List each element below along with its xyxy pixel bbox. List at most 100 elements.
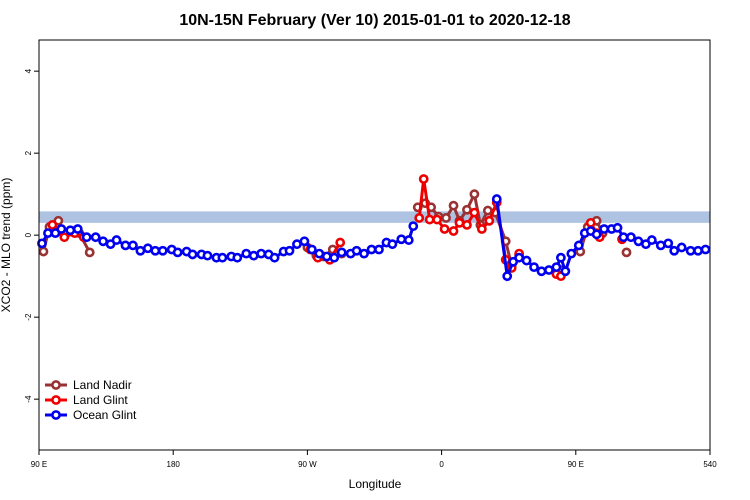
plot-frame [38, 39, 711, 451]
data-point [544, 265, 554, 275]
legend-marker [51, 380, 61, 390]
data-point [202, 250, 213, 261]
data-point [335, 237, 346, 248]
data-point [142, 243, 153, 254]
data-point [529, 262, 539, 273]
y-tick-label: 2 [24, 150, 33, 155]
data-point [448, 200, 459, 211]
data-point [98, 236, 109, 247]
x-tick-label: 90 W [298, 460, 317, 469]
series-line [40, 198, 706, 282]
data-point [256, 248, 267, 259]
legend-label: Land Glint [73, 393, 128, 407]
shaded-band [39, 211, 710, 223]
data-point [65, 225, 76, 236]
data-point [454, 217, 465, 228]
data-point [555, 252, 566, 263]
data-point [172, 247, 183, 258]
data-point [306, 244, 317, 255]
data-point [336, 247, 347, 258]
data-point [669, 245, 680, 256]
legend-label: Land Nadir [73, 378, 132, 392]
y-tick-label: 4 [24, 68, 33, 73]
data-point [646, 235, 657, 245]
data-point [157, 245, 168, 256]
data-point [81, 232, 92, 243]
data-point [655, 240, 666, 251]
x-tick-label: 90 E [31, 460, 47, 469]
data-point [90, 232, 101, 243]
x-tick-label: 180 [167, 460, 181, 469]
data-point [676, 242, 687, 253]
data-point [321, 251, 332, 262]
data-point [269, 252, 280, 263]
data-point [521, 255, 532, 266]
data-point [599, 224, 610, 234]
data-point [700, 244, 711, 255]
data-point [292, 239, 302, 250]
data-point [484, 215, 495, 226]
data-point [536, 266, 547, 277]
data-point [299, 236, 310, 247]
data-point [514, 252, 525, 263]
data-point [551, 262, 562, 273]
data-point [591, 229, 602, 240]
data-point [232, 252, 243, 263]
x-axis-label: Longitude [349, 477, 402, 491]
data-point [502, 271, 513, 282]
y-tick-label: 0 [24, 232, 33, 237]
data-point [621, 247, 632, 258]
data-point [359, 248, 369, 259]
data-point [241, 248, 252, 259]
data-point [43, 228, 53, 239]
plot-area: -4 -2 0 2 4 90 E 180 90 W 0 90 E 540 [24, 68, 717, 469]
data-point [374, 244, 384, 255]
data-point [135, 245, 146, 256]
data-point [284, 245, 295, 256]
data-point [387, 239, 398, 250]
data-point [408, 221, 419, 232]
data-point [414, 213, 425, 223]
data-point [491, 194, 502, 204]
data-point [396, 234, 407, 245]
data-point [439, 224, 450, 234]
data-point [560, 266, 571, 277]
chart-title: 10N-15N February (Ver 10) 2015-01-01 to … [179, 12, 570, 29]
data-point [424, 214, 435, 225]
data-point [626, 232, 636, 243]
data-point [111, 235, 122, 245]
legend-marker [51, 410, 61, 420]
y-tick-label: -2 [24, 313, 33, 321]
data-point [633, 236, 644, 247]
data-point [462, 220, 472, 230]
data-point [685, 245, 696, 256]
y-axis-label: XCO2 - MLO trend (ppm) [0, 178, 13, 313]
x-tick-label: 0 [439, 460, 444, 469]
data-point [476, 224, 487, 234]
data-point [366, 244, 377, 255]
data-point [37, 238, 47, 249]
data-point [585, 217, 596, 228]
data-point [84, 247, 95, 258]
data-point [150, 245, 161, 256]
data-point [469, 207, 480, 218]
data-point [47, 220, 58, 230]
data-point [217, 252, 228, 263]
data-point [56, 224, 67, 234]
data-point [59, 232, 70, 243]
data-point [403, 235, 414, 245]
data-point [693, 245, 703, 256]
data-point [663, 238, 674, 249]
data-point [469, 189, 480, 200]
x-tick-label: 90 E [568, 460, 584, 469]
data-point [120, 240, 131, 251]
data-point [248, 250, 259, 261]
data-point [462, 204, 472, 215]
data-point [618, 232, 629, 243]
data-point [432, 214, 443, 225]
x-tick-label: 540 [703, 460, 717, 469]
legend-marker [51, 395, 61, 405]
data-point [351, 245, 362, 256]
